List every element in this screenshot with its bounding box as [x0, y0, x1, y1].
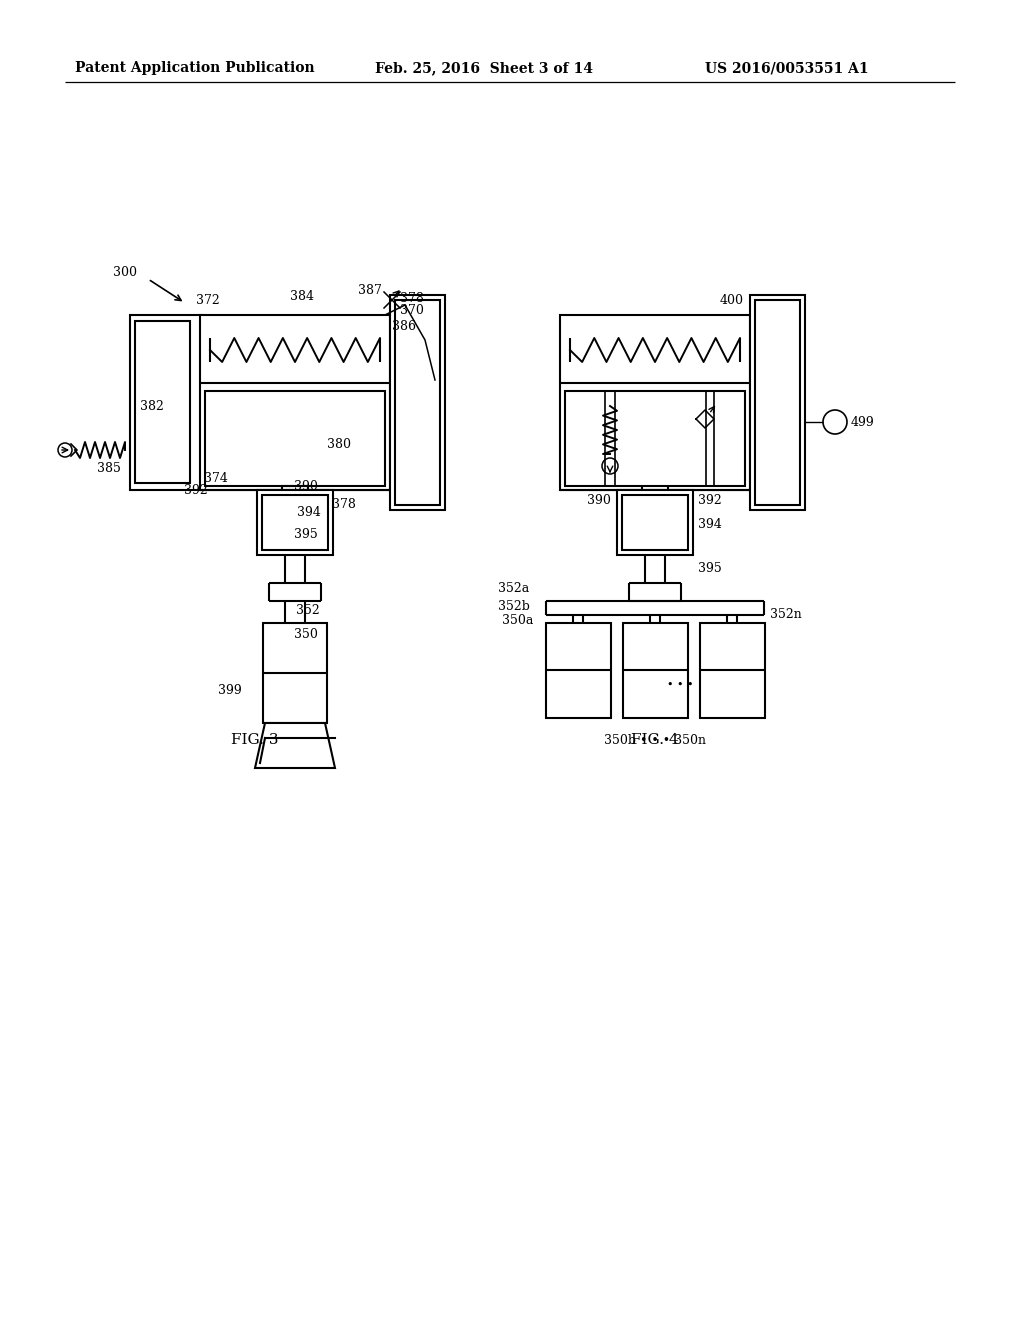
Text: 392: 392 [184, 483, 208, 496]
Text: 300: 300 [113, 265, 137, 279]
Text: 350: 350 [294, 628, 317, 642]
Text: 378: 378 [400, 292, 424, 305]
Text: 385: 385 [97, 462, 121, 474]
Bar [263, 623, 327, 723]
Bar [750, 294, 805, 510]
Text: 352: 352 [296, 603, 319, 616]
Text: 378: 378 [332, 499, 356, 511]
Bar [617, 490, 693, 554]
Bar [546, 623, 611, 718]
Text: 384: 384 [290, 289, 314, 302]
Bar [565, 391, 745, 486]
Text: 394: 394 [297, 506, 321, 519]
Text: FIG. 4: FIG. 4 [631, 733, 679, 747]
Text: 395: 395 [294, 528, 317, 540]
Bar [755, 300, 800, 506]
Text: 390: 390 [587, 494, 611, 507]
Text: 395: 395 [698, 562, 722, 576]
Text: 352b: 352b [498, 599, 529, 612]
Text: 386: 386 [392, 321, 416, 334]
Bar [390, 294, 445, 510]
Text: 372: 372 [196, 293, 220, 306]
Text: 499: 499 [851, 416, 874, 429]
Text: 387: 387 [358, 284, 382, 297]
Text: 394: 394 [698, 519, 722, 532]
Text: 390: 390 [294, 479, 317, 492]
Bar [205, 391, 385, 486]
Bar [257, 490, 333, 554]
Text: 352n: 352n [770, 609, 802, 622]
Text: • • •: • • • [667, 680, 693, 690]
Bar [395, 300, 440, 506]
Bar [130, 315, 202, 490]
Bar [560, 315, 750, 490]
Polygon shape [255, 723, 335, 768]
Text: Feb. 25, 2016  Sheet 3 of 14: Feb. 25, 2016 Sheet 3 of 14 [375, 61, 593, 75]
Bar [622, 495, 688, 550]
Text: 392: 392 [698, 494, 722, 507]
Bar [700, 623, 765, 718]
Text: US 2016/0053551 A1: US 2016/0053551 A1 [705, 61, 868, 75]
Bar [623, 623, 688, 718]
Bar [200, 315, 390, 490]
Bar [135, 321, 190, 483]
Bar [262, 495, 328, 550]
Text: 382: 382 [140, 400, 164, 413]
Text: 399: 399 [218, 684, 242, 697]
Text: 374: 374 [204, 471, 228, 484]
Text: Patent Application Publication: Patent Application Publication [75, 61, 314, 75]
Text: FIG. 3: FIG. 3 [231, 733, 279, 747]
Text: 352a: 352a [498, 582, 529, 595]
Text: 380: 380 [327, 438, 351, 451]
Text: 370: 370 [400, 305, 424, 318]
Text: 350b • • • 350n: 350b • • • 350n [604, 734, 706, 747]
Text: 350a: 350a [502, 615, 534, 627]
Text: 400: 400 [720, 294, 744, 308]
